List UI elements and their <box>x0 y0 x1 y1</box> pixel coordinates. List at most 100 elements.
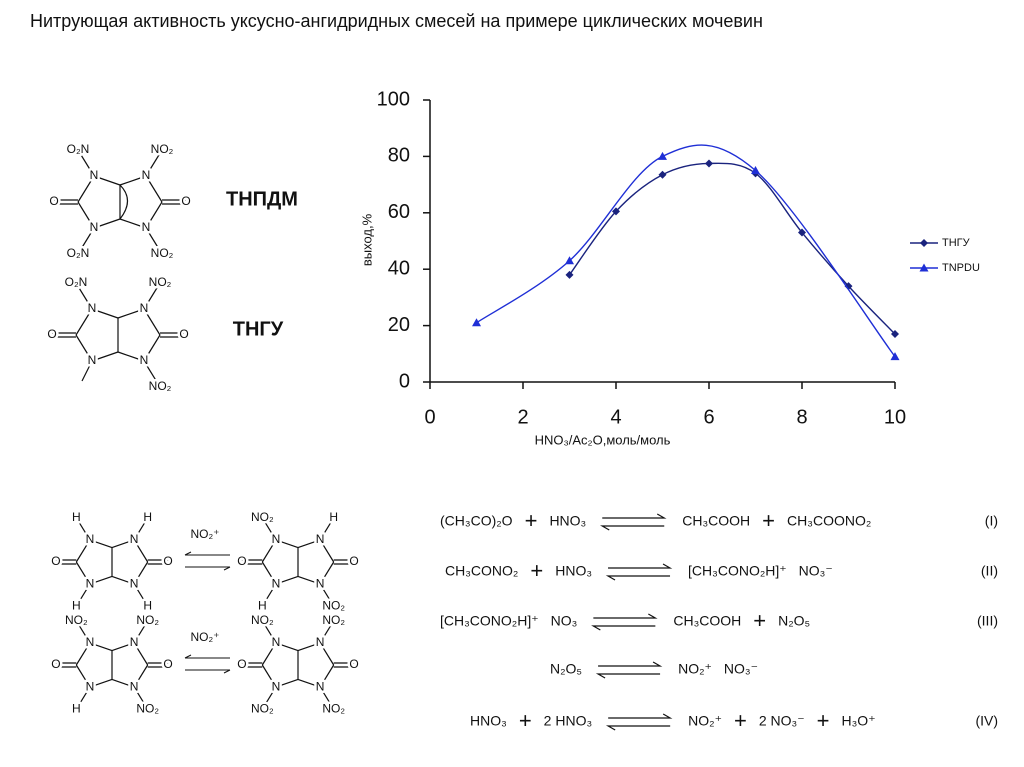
atom-label: N <box>140 301 149 315</box>
bond <box>133 583 149 607</box>
bond <box>75 642 91 666</box>
data-point <box>565 256 574 265</box>
bond <box>75 664 91 688</box>
equation-label: (III) <box>977 613 998 629</box>
atom-label: O <box>179 327 188 341</box>
bond <box>77 149 95 177</box>
arrow <box>185 669 231 674</box>
substituent-label: H <box>143 598 152 612</box>
formula: N₂O₅ <box>550 661 582 677</box>
formula: 2 HNO₃ <box>544 713 593 729</box>
bond <box>89 575 113 585</box>
equation-label: (II) <box>981 563 998 579</box>
bond <box>261 686 277 710</box>
equilibrium-arrow <box>605 713 673 731</box>
atom-label: N <box>272 532 281 546</box>
atom-label: O <box>163 554 172 568</box>
substituent-label: NO₂ <box>322 598 345 612</box>
slide-title: Нитрующая активность уксусно-ангидридных… <box>30 11 763 31</box>
bond <box>75 308 93 336</box>
y-tick-label: 100 <box>377 88 410 110</box>
bond <box>145 227 163 255</box>
bond <box>133 620 149 644</box>
bond <box>297 539 321 549</box>
bond <box>111 678 135 688</box>
series-line <box>568 162 896 335</box>
bond <box>117 351 145 362</box>
bond <box>143 308 161 336</box>
data-point <box>658 170 667 179</box>
bond <box>133 642 149 666</box>
data-point <box>919 263 929 272</box>
substituent-label: NO₂ <box>151 246 174 260</box>
substituent-label: NO₂ <box>149 379 172 393</box>
bond <box>93 218 121 229</box>
bond <box>75 334 93 362</box>
substituent-label: O₂N <box>67 142 90 156</box>
bond <box>75 517 91 541</box>
bond <box>111 642 135 652</box>
bond <box>319 539 335 563</box>
equilibrium-arrow <box>595 661 663 679</box>
bond <box>261 642 277 666</box>
arrow <box>185 566 231 571</box>
data-point <box>891 330 899 339</box>
bond <box>319 642 335 666</box>
formula: CH₃COOH <box>682 513 750 529</box>
y-tick-label: 20 <box>388 314 410 336</box>
plus-sign: + <box>519 708 532 733</box>
formula: [CH₃CONO₂H]⁺ <box>440 613 539 629</box>
bond <box>143 360 161 388</box>
bond <box>75 620 91 644</box>
data-point <box>658 151 667 160</box>
y-axis-title: выход,% <box>359 213 374 266</box>
substituent-label: H <box>329 510 338 524</box>
atom-label: O <box>51 554 60 568</box>
formula: NO₃⁻ <box>799 563 833 579</box>
bond <box>275 575 299 585</box>
compound-name: ТНГУ <box>233 318 284 340</box>
compound-name: ТНПДМ <box>226 188 298 210</box>
atom-label: N <box>272 635 281 649</box>
substituent-label: H <box>72 598 81 612</box>
atom-label: N <box>86 576 95 590</box>
bond <box>89 539 113 549</box>
substituent-label: NO₂ <box>151 142 174 156</box>
formula: (CH₃CO)₂O <box>440 513 513 529</box>
bond <box>75 282 93 310</box>
atom-label: N <box>316 679 325 693</box>
atom-label: N <box>86 532 95 546</box>
bond <box>89 678 113 688</box>
substituent-label: O₂N <box>65 275 88 289</box>
data-point <box>612 207 620 216</box>
bond <box>77 175 95 203</box>
data-point <box>705 159 713 168</box>
formula: NO₃ <box>551 613 578 629</box>
atom-label: O <box>237 657 246 671</box>
atom-label: O <box>237 554 246 568</box>
bond <box>143 334 161 362</box>
formula: CH₃COONO₂ <box>787 513 871 529</box>
series-line <box>476 144 896 358</box>
bond <box>77 227 95 255</box>
plus-sign: + <box>762 508 775 533</box>
formula: 2 NO₃⁻ <box>759 713 805 729</box>
substituent-label: H <box>143 510 152 524</box>
substituent-label: O₂N <box>67 246 90 260</box>
bond <box>133 517 149 541</box>
bond <box>261 539 277 563</box>
bond <box>117 308 145 319</box>
atom-label: O <box>49 194 58 208</box>
bond <box>93 175 121 186</box>
atom-label: N <box>142 168 151 182</box>
atom-label: N <box>88 301 97 315</box>
substituent-label: NO₂ <box>65 613 88 627</box>
substituent-label: NO₂ <box>322 613 345 627</box>
bond <box>91 351 119 362</box>
bond <box>261 583 277 607</box>
atom-label: N <box>130 576 139 590</box>
y-tick-label: 80 <box>388 145 410 167</box>
bond <box>145 149 163 177</box>
formula: HNO₃ <box>470 713 507 729</box>
